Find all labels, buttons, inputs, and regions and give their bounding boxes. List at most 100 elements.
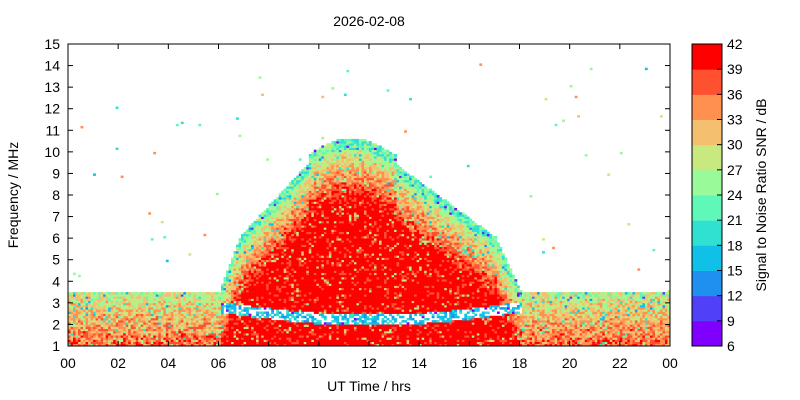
heatmap-cell: [145, 305, 149, 308]
heatmap-cell: [321, 276, 325, 280]
heatmap-cell: [200, 322, 204, 325]
heatmap-cell: [336, 296, 340, 299]
heatmap-cell: [306, 188, 310, 191]
heatmap-cell: [258, 76, 262, 79]
heatmap-cell: [336, 207, 340, 211]
heatmap-cell: [120, 335, 124, 338]
heatmap-cell: [316, 296, 320, 299]
heatmap-cell: [291, 339, 295, 342]
heatmap-cell: [338, 266, 342, 269]
heatmap-cell: [306, 182, 310, 185]
heatmap-cell: [311, 188, 315, 191]
heatmap-cell: [133, 333, 137, 336]
heatmap-cell: [286, 220, 290, 224]
heatmap-cell: [341, 330, 345, 334]
heatmap-cell: [273, 220, 277, 224]
heatmap-cell: [291, 270, 295, 273]
heatmap-cell: [110, 328, 114, 332]
heatmap-cell: [336, 309, 340, 312]
heatmap-cell: [258, 337, 262, 340]
heatmap-cell: [246, 235, 249, 239]
heatmap-cell: [271, 220, 274, 224]
heatmap-cell: [160, 330, 164, 334]
heatmap-cell: [80, 341, 84, 345]
heatmap-cell: [308, 156, 312, 159]
heatmap-cell: [175, 315, 179, 319]
heatmap-cell: [248, 257, 252, 261]
heatmap-cell: [125, 307, 129, 310]
heatmap-cell: [286, 238, 290, 241]
heatmap-cell: [236, 283, 239, 286]
heatmap-cell: [341, 186, 345, 189]
heatmap-cell: [266, 251, 269, 254]
heatmap-cell: [306, 203, 310, 207]
heatmap-cell: [268, 207, 272, 211]
heatmap-cell: [276, 251, 279, 254]
heatmap-cell: [331, 210, 335, 213]
heatmap-cell: [125, 313, 129, 317]
heatmap-cell: [263, 296, 267, 299]
heatmap-cell: [271, 225, 274, 228]
heatmap-cell: [100, 296, 104, 299]
heatmap-cell: [108, 313, 111, 317]
heatmap-cell: [301, 264, 305, 267]
heatmap-cell: [291, 309, 295, 312]
heatmap-cell: [308, 294, 312, 297]
heatmap-cell: [338, 141, 342, 144]
heatmap-cell: [308, 238, 312, 241]
heatmap-cell: [276, 320, 279, 323]
heatmap-cell: [103, 313, 106, 317]
heatmap-cell: [231, 324, 234, 327]
heatmap-cell: [328, 309, 332, 312]
heatmap-cell: [331, 289, 335, 293]
heatmap-cell: [258, 246, 262, 250]
heatmap-cell: [88, 324, 91, 327]
heatmap-cell: [333, 171, 337, 174]
heatmap-cell: [263, 244, 267, 248]
heatmap-cell: [316, 298, 320, 301]
heatmap-cell: [221, 283, 224, 286]
heatmap-cell: [241, 266, 244, 269]
heatmap-cell: [343, 279, 347, 282]
heatmap-cell: [286, 199, 290, 202]
heatmap-cell: [301, 238, 305, 241]
heatmap-cell: [263, 218, 267, 222]
heatmap-cell: [298, 218, 302, 222]
heatmap-cell: [246, 335, 249, 338]
heatmap-cell: [241, 261, 244, 265]
heatmap-cell: [233, 251, 237, 254]
heatmap-cell: [281, 328, 285, 332]
heatmap-cell: [306, 283, 310, 286]
heatmap-cell: [303, 296, 307, 299]
heatmap-cell: [276, 227, 279, 230]
heatmap-cell: [108, 335, 111, 338]
heatmap-cell: [296, 264, 300, 267]
heatmap-cell: [341, 227, 345, 230]
heatmap-cell: [343, 259, 347, 263]
heatmap-cell: [183, 309, 187, 312]
heatmap-cell: [253, 339, 257, 342]
heatmap-cell: [195, 330, 199, 334]
heatmap-cell: [306, 328, 310, 332]
heatmap-cell: [256, 298, 259, 301]
heatmap-cell: [338, 223, 342, 226]
heatmap-cell: [70, 341, 74, 345]
heatmap-cell: [251, 285, 254, 289]
heatmap-cell: [226, 343, 229, 347]
heatmap-cell: [180, 305, 184, 308]
heatmap-cell: [268, 212, 272, 215]
heatmap-cell: [160, 313, 164, 317]
heatmap-cell: [313, 149, 317, 153]
heatmap-cell: [198, 335, 202, 338]
heatmap-cell: [258, 298, 262, 301]
heatmap-cell: [286, 300, 290, 304]
heatmap-cell: [331, 201, 335, 204]
heatmap-cell: [253, 333, 257, 336]
heatmap-cell: [251, 233, 254, 237]
heatmap-cell: [281, 266, 285, 269]
heatmap-cell: [261, 212, 264, 215]
heatmap-cell: [135, 326, 139, 330]
heatmap-cell: [68, 294, 71, 297]
heatmap-cell: [326, 218, 330, 222]
heatmap-cell: [226, 289, 229, 293]
